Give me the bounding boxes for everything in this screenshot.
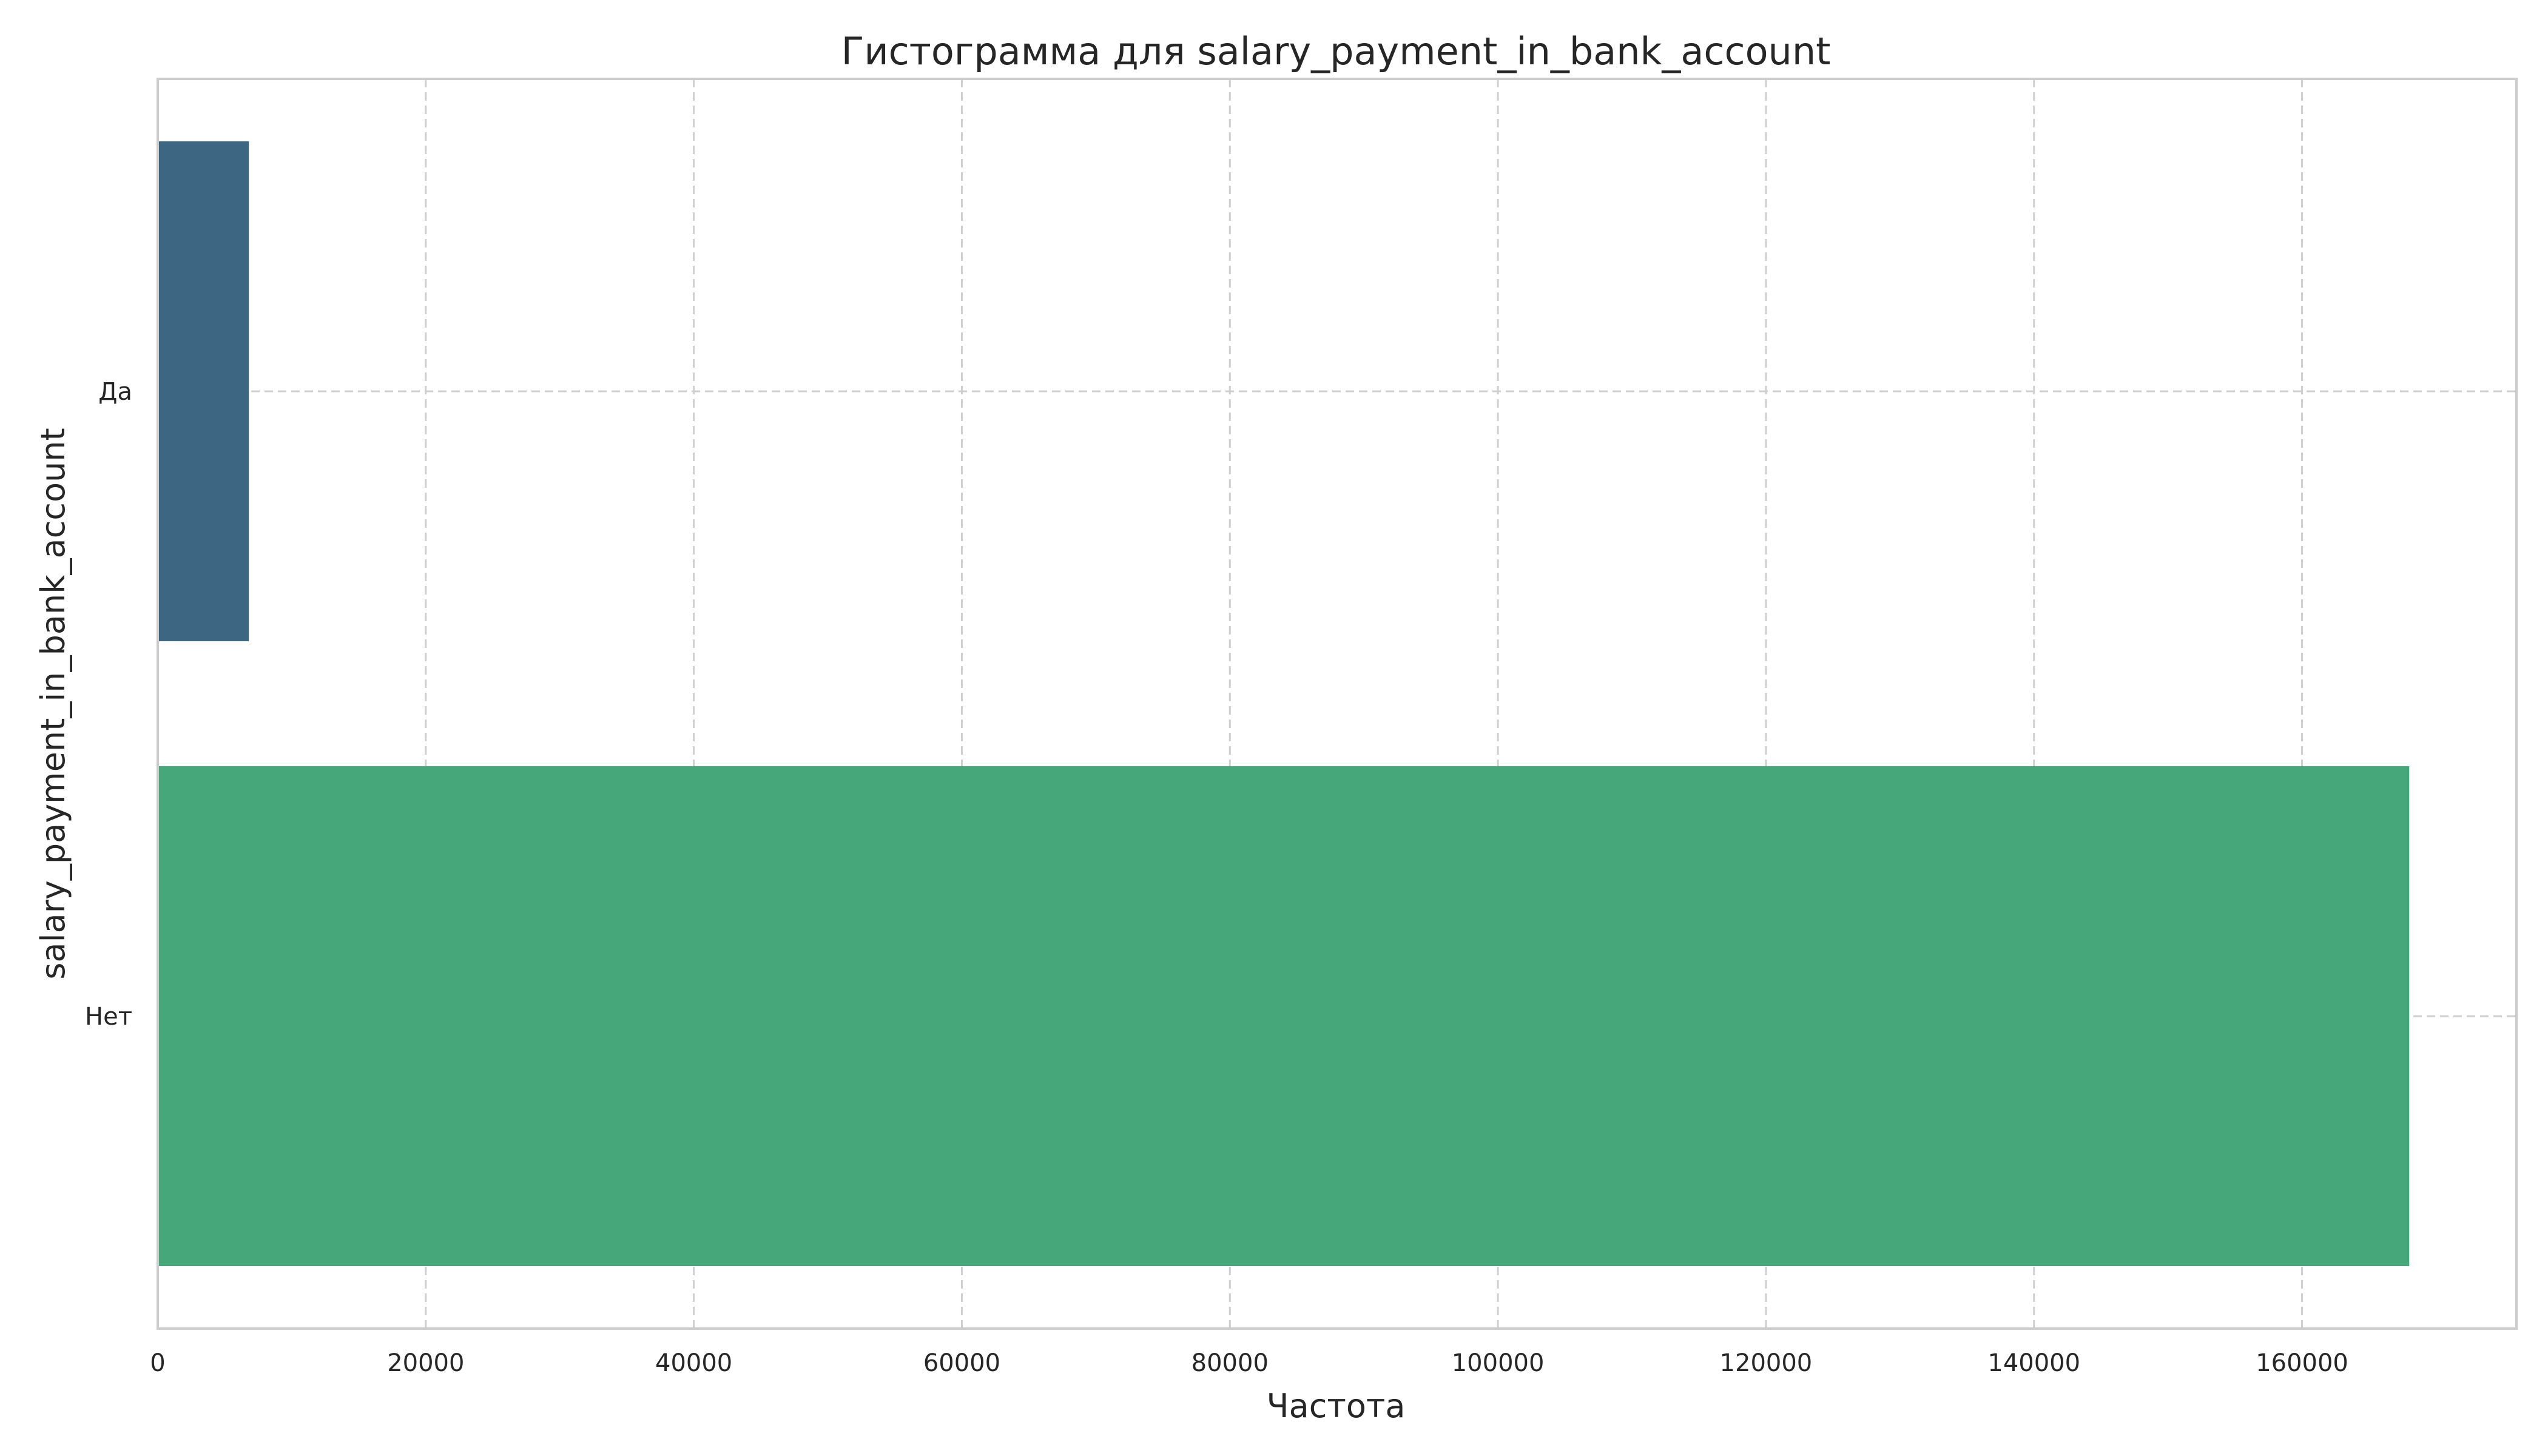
bars [158, 141, 2410, 1266]
x-axis-label: Частота [1267, 1387, 1406, 1425]
x-tick-label: 40000 [655, 1349, 732, 1377]
x-tick-label: 60000 [923, 1349, 1000, 1377]
x-tick-label: 0 [150, 1349, 165, 1377]
y-tick-label: Нет [85, 1003, 132, 1031]
bar-1 [158, 141, 249, 641]
x-tick-label: 160000 [2256, 1349, 2348, 1377]
x-tick-label: 100000 [1452, 1349, 1545, 1377]
x-tick-label: 120000 [1720, 1349, 1813, 1377]
plot-frame [157, 78, 2518, 1330]
x-tick-label: 140000 [1987, 1349, 2080, 1377]
y-axis-label: salary_payment_in_bank_account [34, 428, 72, 979]
y-tick-labels: Да Нет [85, 378, 132, 1031]
bar-2 [158, 766, 2410, 1266]
chart-title: Гистограмма для salary_payment_in_bank_a… [841, 29, 1831, 73]
x-tick-label: 20000 [387, 1349, 464, 1377]
x-tick-label: 80000 [1191, 1349, 1269, 1377]
y-tick-label: Да [98, 378, 132, 406]
x-tick-labels: 0 20000 40000 60000 80000 100000 120000 140000 1… [150, 1349, 2348, 1377]
